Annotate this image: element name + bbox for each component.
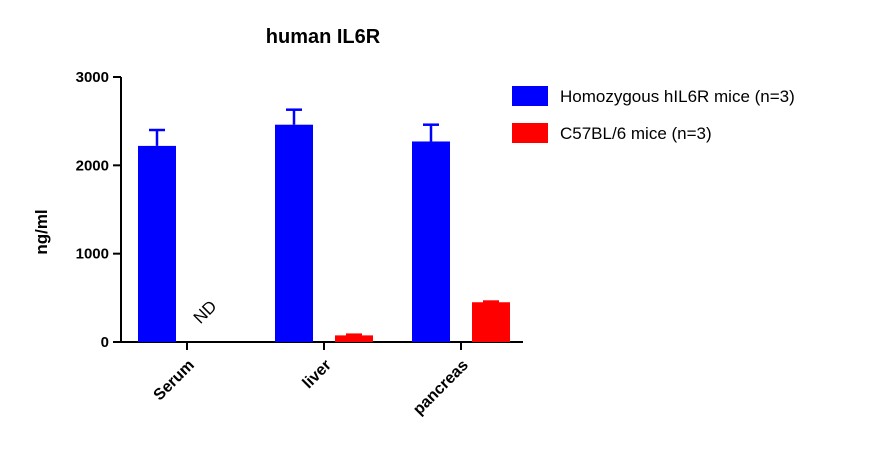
y-tick-label: 1000 — [76, 246, 109, 263]
legend-label: Homozygous hIL6R mice (n=3) — [560, 87, 795, 106]
bars — [138, 108, 510, 342]
legend-swatch — [512, 123, 548, 143]
y-tick-label: 0 — [101, 334, 109, 351]
bar — [412, 141, 450, 342]
annotation-label: ND — [190, 297, 221, 328]
y-tick-label: 3000 — [76, 69, 109, 86]
x-tick-label: liver — [300, 357, 335, 392]
bar — [275, 124, 313, 342]
y-axis-label: ng/ml — [32, 209, 51, 254]
chart-title: human IL6R — [266, 26, 381, 48]
legend-label: C57BL/6 mice (n=3) — [560, 124, 712, 143]
annotations: ND — [190, 297, 221, 328]
legend: Homozygous hIL6R mice (n=3) C57BL/6 mice … — [512, 86, 795, 143]
x-tick-label: Serum — [151, 357, 198, 404]
legend-swatch — [512, 86, 548, 106]
bar — [138, 145, 176, 342]
x-tick-label: pancreas — [410, 357, 472, 419]
bar — [335, 335, 373, 342]
bar — [472, 302, 510, 342]
y-tick-label: 2000 — [76, 157, 109, 174]
